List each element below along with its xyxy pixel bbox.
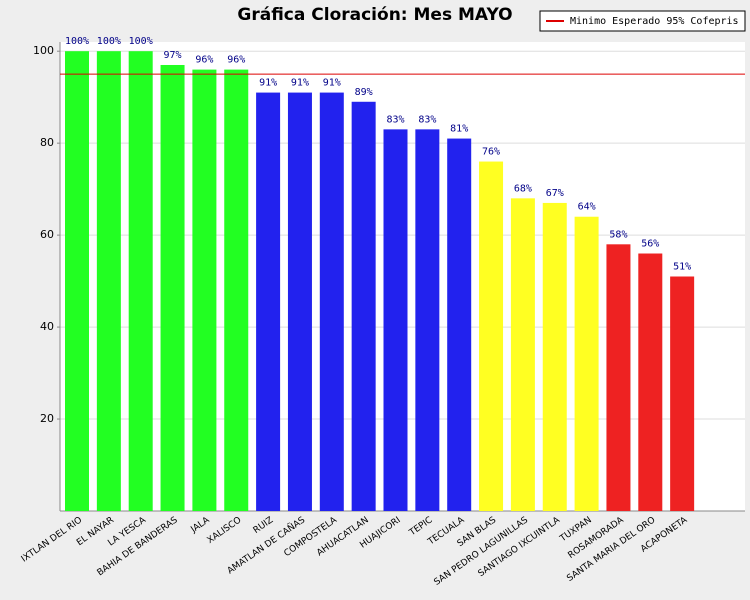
bar xyxy=(128,51,153,512)
chart-title: Gráfica Cloración: Mes MAYO xyxy=(237,5,512,25)
bar xyxy=(670,276,695,511)
value-label: 100% xyxy=(97,36,121,47)
bar xyxy=(383,129,408,512)
bar xyxy=(287,92,312,511)
y-tick-label: 20 xyxy=(40,412,54,425)
value-label: 91% xyxy=(291,78,309,89)
value-label: 51% xyxy=(673,262,691,273)
bar xyxy=(160,64,185,511)
value-label: 56% xyxy=(641,239,659,250)
value-label: 58% xyxy=(609,229,627,240)
legend-box xyxy=(539,10,746,32)
value-label: 89% xyxy=(355,87,373,98)
bar xyxy=(224,69,249,512)
y-tick-label: 60 xyxy=(40,228,54,241)
legend-label: Minimo Esperado 95% Cofepris xyxy=(570,16,739,27)
value-label: 100% xyxy=(129,36,153,47)
value-label: 83% xyxy=(386,114,404,125)
value-label: 96% xyxy=(195,55,213,66)
bar xyxy=(415,129,440,512)
bar xyxy=(447,138,472,511)
bar xyxy=(351,101,376,512)
bar xyxy=(606,244,631,511)
value-label: 64% xyxy=(578,202,596,213)
value-label: 68% xyxy=(514,183,532,194)
bar xyxy=(574,216,599,511)
bar xyxy=(192,69,217,512)
value-label: 81% xyxy=(450,124,468,135)
bar xyxy=(638,253,663,511)
y-tick-label: 100 xyxy=(33,44,54,57)
value-label: 83% xyxy=(418,114,436,125)
value-label: 97% xyxy=(164,50,182,61)
value-label: 67% xyxy=(546,188,564,199)
value-label: 76% xyxy=(482,147,500,158)
value-label: 96% xyxy=(227,55,245,66)
y-tick-label: 40 xyxy=(40,320,54,333)
value-label: 91% xyxy=(259,78,277,89)
bar xyxy=(479,161,504,512)
value-label: 100% xyxy=(65,36,89,47)
bar xyxy=(510,198,535,512)
bar xyxy=(256,92,281,511)
value-label: 91% xyxy=(323,78,341,89)
bar xyxy=(65,51,89,512)
bar xyxy=(96,51,121,512)
y-tick-label: 80 xyxy=(40,136,54,149)
bar xyxy=(319,92,344,511)
bar xyxy=(542,202,567,511)
